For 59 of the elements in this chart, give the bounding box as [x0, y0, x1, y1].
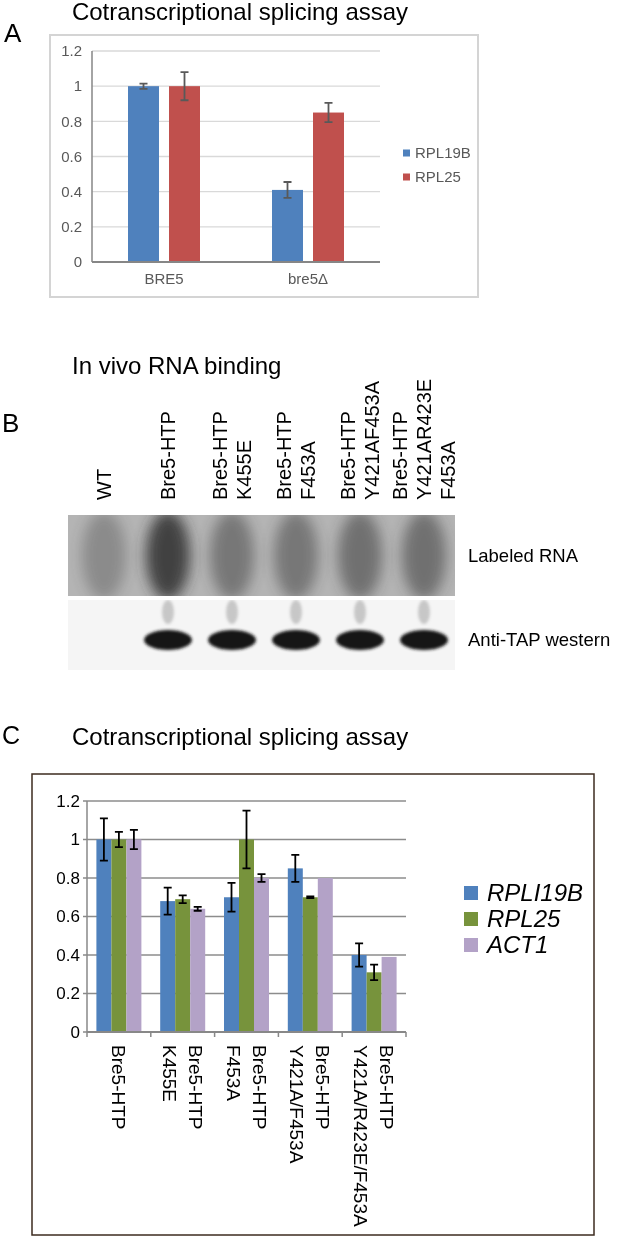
y-tick-label: 0.2	[56, 984, 80, 1004]
bar	[224, 897, 239, 1032]
legend-label: ACT1	[485, 931, 549, 959]
text: A	[4, 18, 22, 48]
bar	[96, 839, 112, 1032]
bar	[351, 955, 367, 1032]
bar	[126, 839, 142, 1032]
category-label: Anti-TAP western	[468, 629, 611, 651]
bar	[313, 112, 344, 262]
y-tick-label: 0.6	[61, 147, 82, 165]
y-tick-label: 0	[73, 253, 82, 271]
y-tick-label: 1	[73, 77, 82, 95]
x-tick-label: bre5Δ	[287, 270, 329, 287]
y-tick-label: 0.8	[61, 112, 82, 130]
bar	[111, 839, 127, 1032]
x-tick-label: Bre5-HTP K455E	[159, 1045, 207, 1130]
bar	[302, 897, 318, 1032]
category-label: Bre5-HTP K455E	[209, 411, 255, 500]
y-tick-label: 1.2	[61, 42, 82, 60]
legend-label: RPLI19B	[487, 879, 584, 907]
bar	[287, 868, 303, 1032]
y-tick-label: 0.4	[61, 182, 82, 200]
legend-label: RPL25	[415, 168, 461, 186]
x-tick-label: Bre5-HTP	[108, 1045, 130, 1130]
legend-label: RPL25	[487, 905, 562, 933]
text: In vivo RNA binding	[72, 352, 282, 379]
category-label: Labeled RNA	[468, 544, 579, 566]
y-tick-label: 1	[70, 830, 80, 850]
text: C	[2, 721, 21, 749]
x-tick-label: BRE5	[144, 270, 184, 287]
bar	[190, 908, 206, 1032]
category-label: Bre5-HTP Y421AF453A	[337, 380, 383, 500]
bar	[175, 899, 191, 1032]
y-tick-label: 0	[70, 1022, 80, 1042]
x-tick-label: Bre5-HTP F453A	[223, 1045, 270, 1130]
category-label: Bre5-HTP	[157, 411, 179, 500]
chart-title: Cotranscriptional splicing assay	[72, 723, 409, 750]
chart-title: Cotranscriptional splicing assay	[71, 0, 409, 25]
text: B	[2, 408, 20, 438]
bar	[272, 189, 303, 262]
y-tick-label: 0.4	[56, 945, 80, 965]
bar	[239, 839, 254, 1032]
x-tick-label: Bre5-HTP Y421A/F453A	[286, 1045, 334, 1164]
bar	[366, 972, 382, 1032]
category-label: Bre5-HTP Y421AR423E F453A	[389, 378, 459, 500]
category-label: WT	[93, 468, 115, 500]
y-tick-label: 0.6	[56, 907, 80, 927]
bar	[169, 86, 200, 262]
category-label: Bre5-HTP F453A	[273, 411, 319, 500]
bar	[128, 86, 159, 262]
x-tick-label: Bre5-HTP Y421A/R423E/F453A	[350, 1045, 398, 1228]
legend-label: RPL19B	[415, 144, 471, 162]
y-tick-label: 0.2	[61, 218, 82, 236]
bar	[381, 956, 397, 1032]
y-tick-label: 1.2	[56, 791, 80, 811]
bar	[317, 878, 333, 1032]
y-tick-label: 0.8	[56, 868, 80, 888]
bar	[254, 878, 269, 1032]
bar	[160, 901, 176, 1032]
